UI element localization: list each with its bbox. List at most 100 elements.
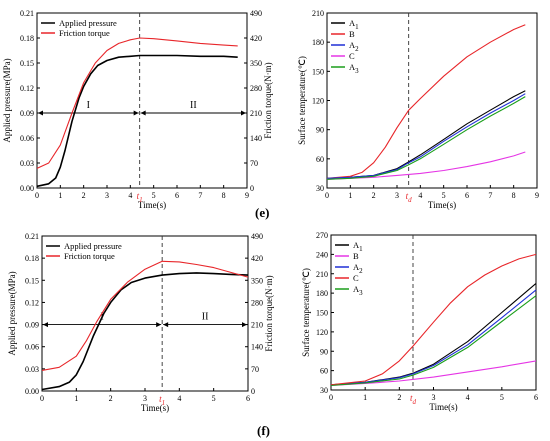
chart0-y-tick-label: 0.15	[20, 59, 34, 68]
chart2-x-tick-label: 2	[109, 394, 113, 403]
chart0-marker-label: t1	[137, 191, 143, 204]
chart1-series-line-0	[326, 90, 526, 179]
chart0-region-I-arrow-head-right	[133, 110, 139, 116]
chart2-series-line-0	[41, 272, 249, 391]
chart3-x-tick-label: 6	[534, 393, 538, 402]
chart2-series-line-1	[41, 260, 249, 371]
chart0-region-label-II: II	[190, 100, 197, 111]
chart3-x-tick-label: 4	[466, 393, 470, 402]
chart1-x-tick-label: 4	[418, 191, 422, 200]
chart2-y2-tick-label: 490	[251, 232, 263, 241]
chart0-x-tick-label: 8	[222, 191, 226, 200]
chart1-series-line-1	[326, 24, 526, 179]
chart1-x-tick-label: 5	[442, 191, 446, 200]
chart3-y-tick-label: 270	[316, 231, 328, 240]
chart1-marker-label: td	[406, 191, 413, 204]
chart0-x-tick-label: 7	[198, 191, 202, 200]
chart1-series-line-3	[326, 151, 526, 180]
chart1-x-tick-label: 7	[488, 191, 492, 200]
chart2-y2-tick-label: 420	[251, 254, 263, 263]
chart2-legend-label-1: Friction torque	[64, 251, 115, 261]
chart2-y-tick-label: 0.21	[25, 232, 39, 241]
chart3-x-tick-label: 1	[363, 393, 367, 402]
chart2-marker-label: t1	[159, 394, 165, 407]
chart2-y2-tick-label: 70	[251, 365, 259, 374]
chart0-y2-tick-label: 280	[250, 84, 262, 93]
chart1-y-tick-label: 210	[312, 9, 324, 18]
chart3-x-axis-label: Time(s)	[429, 402, 457, 412]
chart3-legend-label-3: C	[353, 273, 359, 283]
chart3-marker-label: td	[410, 393, 417, 406]
chart1-y-tick-label: 120	[312, 97, 324, 106]
chart0-legend-label-1: Friction torque	[59, 28, 110, 38]
chart2-x-tick-label: 1	[74, 394, 78, 403]
chart0-x-tick-label: 9	[245, 191, 249, 200]
chart0-x-tick-label: 1	[58, 191, 62, 200]
chart1-legend-label-1: B	[349, 29, 355, 39]
chart2-x-tick-label: 3	[143, 394, 147, 403]
chart3-y-tick-label: 30	[320, 386, 328, 395]
chart3-y-tick-label: 150	[316, 309, 328, 318]
chart0-legend-label-0: Applied pressure	[59, 18, 117, 28]
chart3-series-line-2	[330, 289, 537, 386]
chart0-y2-tick-label: 350	[250, 59, 262, 68]
chart3-series-line-4	[330, 295, 537, 387]
chart0-y-tick-label: 0.03	[20, 159, 34, 168]
chart2-x-tick-label: 4	[177, 394, 181, 403]
chart0-region-II-arrow-head-right	[241, 110, 246, 116]
chart2-region-I-arrow-head-left	[43, 322, 48, 328]
chart3-series-line-0	[330, 282, 537, 386]
chart2-x-axis-label: Time(s)	[141, 403, 169, 413]
chart3-legend-label-1: B	[353, 251, 359, 261]
chart3-y-tick-label: 120	[316, 328, 328, 337]
chart2-y-tick-label: 0.03	[25, 365, 39, 374]
chart3-y-tick-label: 90	[320, 347, 328, 356]
chart0-x-axis-label: Time(s)	[138, 200, 166, 210]
chart0-y2-tick-label: 0	[250, 184, 254, 193]
chart2-x-tick-label: 5	[212, 394, 216, 403]
chart0-region-label-I: I	[87, 100, 90, 111]
chart0-region-I-arrow-head-left	[38, 110, 43, 116]
chart1-y-tick-label: 30	[316, 184, 324, 193]
chart3-y-tick-label: 210	[316, 270, 328, 279]
chart1-x-tick-label: 6	[465, 191, 469, 200]
chart1-x-tick-label: 9	[535, 191, 539, 200]
chart2-region-II-arrow-head-right	[242, 322, 247, 328]
chart0-y-tick-label: 0.18	[20, 34, 34, 43]
chart2-x-tick-label: 0	[40, 394, 44, 403]
chart0-y-tick-label: 0.06	[20, 134, 34, 143]
chart1-y-tick-label: 150	[312, 67, 324, 76]
chart0-y2-tick-label: 490	[250, 9, 262, 18]
chart0-x-tick-label: 4	[128, 191, 132, 200]
chart1-y-axis-label: Surface temperature(℃)	[297, 56, 307, 145]
chart0-plot-frame	[36, 12, 248, 189]
chart0-series-line-1	[36, 37, 238, 169]
chart3-legend-label-2: A2	[353, 262, 363, 275]
chart1-legend-label-0: A1	[349, 18, 359, 31]
chart0-y-tick-label: 0.09	[20, 109, 34, 118]
chart3-y-tick-label: 60	[320, 367, 328, 376]
chart2-y-tick-label: 0.00	[25, 387, 39, 396]
chart3-series-line-3	[330, 253, 537, 386]
chart0-y2-tick-label: 140	[250, 134, 262, 143]
chart1-legend-label-2: A2	[349, 40, 359, 53]
chart2-y-axis-label: Applied pressure(MPa)	[7, 271, 17, 355]
chart1-legend-label-4: A3	[349, 62, 359, 75]
chart2-x-tick-label: 6	[246, 394, 250, 403]
chart0-x-tick-label: 2	[82, 191, 86, 200]
chart0-x-tick-label: 5	[152, 191, 156, 200]
chart2-region-II-arrow-head-left	[163, 322, 169, 328]
chart2-legend-label-0: Applied pressure	[64, 241, 122, 251]
chart1-y-tick-label: 90	[316, 126, 324, 135]
chart2-y2-axis-label: Friction torque(N·m)	[264, 275, 274, 351]
chart0-y2-tick-label: 210	[250, 109, 262, 118]
chart0-x-tick-label: 6	[175, 191, 179, 200]
chart1-series-line-2	[326, 93, 526, 179]
chart0-y-tick-label: 0.21	[20, 9, 34, 18]
chart2-y2-tick-label: 280	[251, 298, 263, 307]
chart3-y-tick-label: 180	[316, 289, 328, 298]
chart2-y-tick-label: 0.15	[25, 276, 39, 285]
chart0-y2-tick-label: 420	[250, 34, 262, 43]
chart2-region-I-arrow-head-right	[156, 322, 162, 328]
